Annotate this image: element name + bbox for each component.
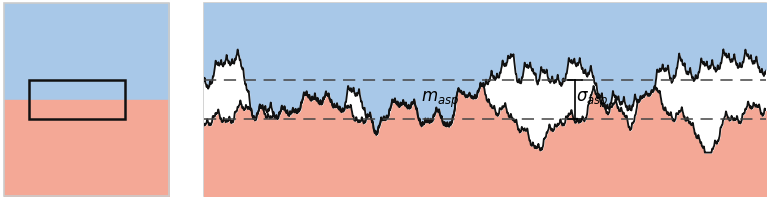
- Text: $\sigma_{asp}$: $\sigma_{asp}$: [576, 89, 608, 109]
- Bar: [204, 4, 766, 196]
- Text: $m_{asp}$: $m_{asp}$: [421, 89, 459, 109]
- Bar: [28, 81, 125, 119]
